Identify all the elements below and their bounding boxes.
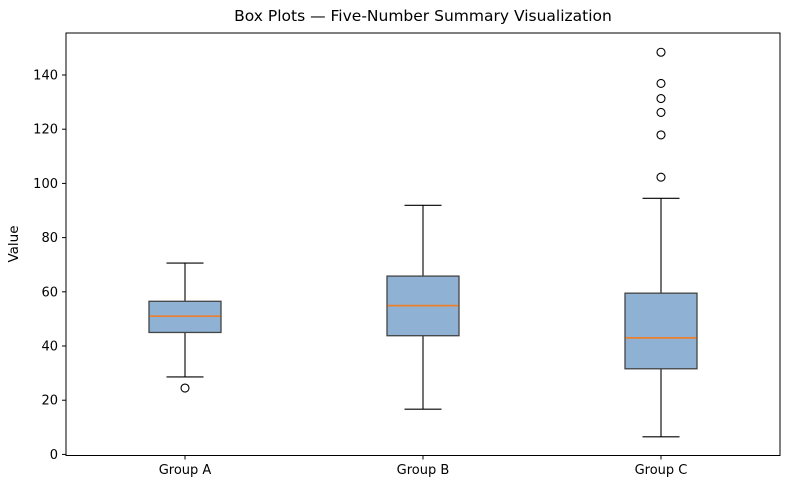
outlier-point xyxy=(656,78,666,88)
x-tick-label: Group B xyxy=(397,463,450,478)
outlier-point xyxy=(656,94,666,104)
y-tick-label: 100 xyxy=(33,177,58,192)
y-tick-label: 140 xyxy=(33,69,58,84)
y-tick-label: 20 xyxy=(41,394,58,409)
outlier-point xyxy=(656,172,666,182)
outlier-point xyxy=(180,383,190,393)
outlier-point xyxy=(656,130,666,140)
outlier-point xyxy=(656,107,666,117)
y-tick-label: 40 xyxy=(41,340,58,355)
x-tick-label: Group C xyxy=(635,463,688,478)
y-axis-label: Value xyxy=(6,225,22,263)
iqr-box xyxy=(624,292,698,370)
chart-title: Box Plots — Five-Number Summary Visualiz… xyxy=(234,7,612,25)
y-tick-label: 80 xyxy=(41,231,58,246)
y-tick-label: 0 xyxy=(50,448,58,463)
x-tick-label: Group A xyxy=(159,463,212,478)
y-tick-label: 60 xyxy=(41,285,58,300)
outlier-point xyxy=(656,47,666,57)
y-tick-label: 120 xyxy=(33,123,58,138)
